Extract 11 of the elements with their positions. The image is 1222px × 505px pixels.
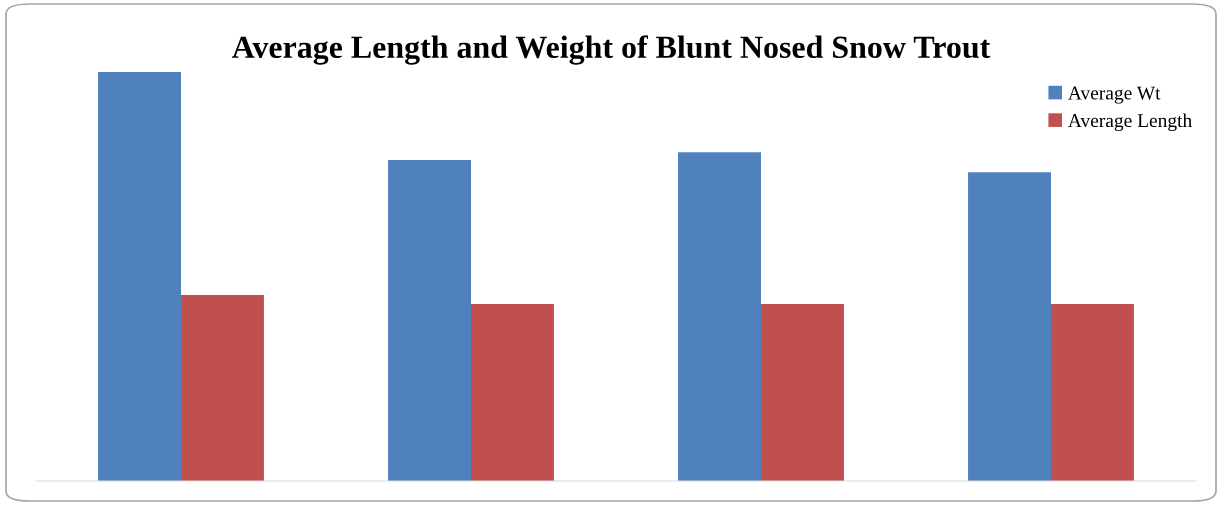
chart-title: Average Length and Weight of Blunt Nosed Snow Trout	[232, 35, 991, 65]
legend-label: Average Wt	[1068, 86, 1161, 104]
bar	[761, 303, 844, 481]
bar	[388, 159, 471, 481]
bar	[471, 303, 554, 481]
bar	[181, 294, 264, 481]
legend-label: Average Length	[1068, 113, 1192, 132]
bar	[968, 172, 1051, 481]
bar	[1051, 303, 1134, 481]
bar	[98, 72, 181, 481]
bar	[678, 152, 761, 481]
